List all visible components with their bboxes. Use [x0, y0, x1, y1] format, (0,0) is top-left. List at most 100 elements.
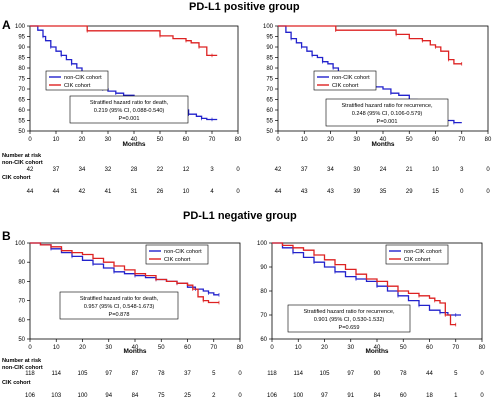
y-tick-label: 55	[266, 119, 273, 125]
risk-count-non-cik: 21	[406, 167, 413, 173]
series-line-non-cik	[272, 242, 461, 316]
risk-count-non-cik: 0	[486, 167, 490, 173]
x-tick-label: 20	[321, 345, 328, 351]
y-tick-label: 85	[266, 56, 273, 62]
annotation-line: 0.957 (95% CI, 0.548-1.673)	[84, 304, 155, 310]
y-tick-label: 100	[15, 241, 26, 247]
x-tick-label: 0	[276, 137, 280, 143]
risk-count-cik: 43	[327, 189, 334, 195]
annotation-line: 0.219 (95% CI, 0.088-0.540)	[94, 108, 165, 114]
x-tick-label: 20	[327, 137, 334, 143]
x-tick-label: 60	[426, 345, 433, 351]
x-tick-label: 80	[479, 345, 486, 351]
x-tick-label: 0	[28, 137, 32, 143]
group-a-title: PD-L1 positive group	[189, 1, 300, 13]
risk-header-line1: Number at risk	[2, 153, 42, 159]
hazard-ratio-annotation: Stratified hazard ratio for recurrence, 0…	[287, 304, 411, 333]
legend-entry: CIK cohort	[64, 83, 91, 89]
risk-count-non-cik: 5	[212, 371, 216, 377]
x-tick-label: 30	[353, 137, 360, 143]
x-tick-label: 40	[380, 137, 387, 143]
risk-header-b: Number at risk non-CIK cohort	[2, 358, 43, 372]
x-tick-label: 70	[209, 137, 216, 143]
series-line-cik	[278, 25, 462, 65]
annotation-line: P=0.878	[109, 312, 130, 318]
annotation-line: P=0.659	[339, 325, 360, 331]
risk-count-non-cik: 118	[25, 371, 35, 377]
risk-count-non-cik: 44	[426, 371, 433, 377]
risk-count-cik: 31	[131, 189, 138, 195]
risk-count-non-cik: 10	[432, 167, 439, 173]
y-tick-label: 50	[266, 129, 273, 135]
x-tick-label: 10	[53, 345, 60, 351]
risk-count-non-cik: 90	[374, 371, 381, 377]
risk-count-non-cik: 114	[293, 371, 303, 377]
risk-header-line2: non-CIK cohort	[2, 365, 43, 371]
y-tick-label: 75	[266, 77, 273, 83]
x-axis-label: Months	[123, 348, 146, 355]
y-tick-label: 90	[266, 45, 273, 51]
annotation-line: Stratified hazard ratio for recurrence,	[303, 309, 395, 315]
annotation-line: Stratified hazard ratio for death,	[80, 296, 159, 302]
risk-count-non-cik: 5	[454, 371, 458, 377]
y-tick-label: 80	[18, 279, 25, 285]
x-tick-label: 10	[301, 137, 308, 143]
x-tick-label: 80	[237, 345, 244, 351]
risk-count-non-cik: 24	[380, 167, 387, 173]
risk-count-non-cik: 118	[267, 371, 277, 377]
risk-count-cik: 4	[210, 189, 214, 195]
risk-count-cik: 106	[25, 393, 36, 399]
risk-count-non-cik: 37	[184, 371, 191, 377]
y-tick-label: 50	[18, 129, 25, 135]
risk-count-non-cik: 97	[105, 371, 112, 377]
x-tick-label: 30	[105, 137, 112, 143]
x-tick-label: 60	[432, 137, 439, 143]
y-tick-label: 55	[18, 119, 25, 125]
y-tick-label: 95	[266, 35, 273, 41]
risk-count-cik: 106	[267, 393, 278, 399]
x-tick-label: 80	[235, 137, 242, 143]
risk-count-non-cik: 3	[460, 167, 464, 173]
risk-header-b-cik: CIK cohort	[2, 380, 31, 386]
y-tick-label: 60	[18, 108, 25, 114]
risk-count-non-cik: 22	[157, 167, 164, 173]
y-tick-label: 100	[15, 24, 26, 30]
km-plot-a-left: 0 10 20 30 40 50 60 70 8050556065707580859095100…	[15, 24, 242, 195]
y-tick-label: 85	[18, 56, 25, 62]
risk-count-cik: 91	[347, 393, 354, 399]
risk-count-cik: 15	[432, 189, 439, 195]
km-plot-b-right: 0 10 20 30 40 50 60 70 8060708090100Monthsnon-CI…	[257, 241, 486, 399]
y-tick-label: 65	[266, 98, 273, 104]
y-tick-label: 90	[260, 265, 267, 271]
annotation-line: 0.901 (95% CI, 0.530-1.532)	[314, 317, 385, 323]
risk-count-cik: 41	[105, 189, 112, 195]
risk-count-cik: 43	[301, 189, 308, 195]
risk-count-cik: 29	[406, 189, 413, 195]
risk-count-non-cik: 42	[27, 167, 34, 173]
x-tick-label: 60	[183, 137, 190, 143]
risk-count-cik: 35	[380, 189, 387, 195]
risk-count-cik: 26	[157, 189, 164, 195]
x-tick-label: 10	[295, 345, 302, 351]
group-b-title: PD-L1 negative group	[183, 210, 297, 222]
hazard-ratio-annotation: Stratified hazard ratio for death, 0.957 …	[59, 291, 179, 320]
annotation-box	[69, 95, 189, 124]
annotation-line: Stratified hazard ratio for death,	[90, 100, 169, 106]
x-tick-label: 10	[53, 137, 60, 143]
y-tick-label: 70	[18, 87, 25, 93]
x-tick-label: 20	[79, 137, 86, 143]
risk-count-cik: 2	[212, 393, 216, 399]
risk-count-non-cik: 78	[158, 371, 165, 377]
y-tick-label: 60	[260, 337, 267, 343]
y-tick-label: 70	[266, 87, 273, 93]
risk-count-cik: 25	[184, 393, 191, 399]
x-tick-label: 40	[131, 137, 138, 143]
legend-entry: CIK cohort	[164, 257, 191, 263]
risk-count-cik: 0	[460, 189, 464, 195]
series-line-cik	[30, 242, 219, 304]
y-tick-label: 100	[257, 241, 268, 247]
y-tick-label: 90	[18, 260, 25, 266]
x-tick-label: 20	[79, 345, 86, 351]
risk-count-cik: 100	[77, 393, 88, 399]
risk-count-non-cik: 0	[236, 167, 240, 173]
